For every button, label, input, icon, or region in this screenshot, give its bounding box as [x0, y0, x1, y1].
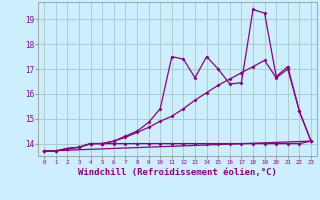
X-axis label: Windchill (Refroidissement éolien,°C): Windchill (Refroidissement éolien,°C) [78, 168, 277, 177]
